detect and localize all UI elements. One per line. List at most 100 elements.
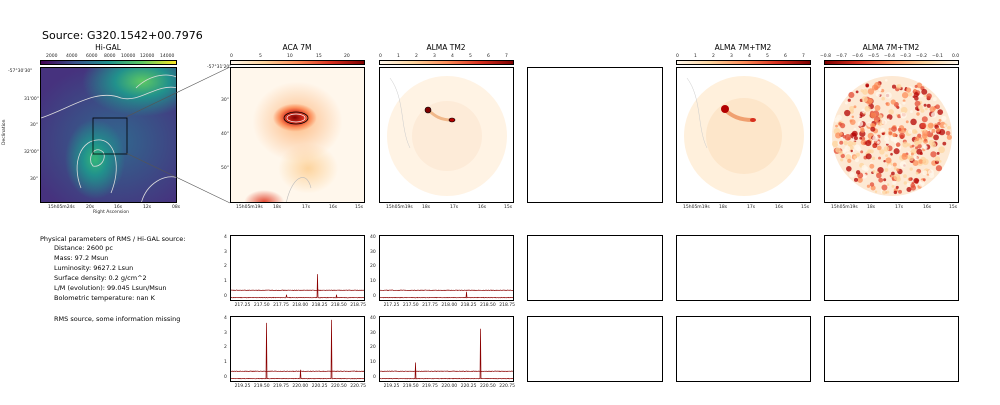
residual-speckle (884, 168, 889, 172)
residual-speckle (857, 120, 864, 127)
residual-speckle (888, 130, 893, 136)
cbar-tick: 5 (469, 54, 472, 59)
spectrum-line (380, 328, 513, 380)
residual-speckle (872, 169, 876, 173)
cbar-tick: 5 (259, 54, 262, 59)
residual-speckle (923, 128, 927, 132)
x-tick: 08s (172, 205, 181, 210)
cbar-tick: 1 (694, 54, 697, 59)
residual-speckle (849, 171, 855, 178)
residual-speckle (860, 128, 865, 133)
residual-speckle (938, 159, 942, 163)
residual-speckle (893, 148, 900, 155)
residual-speckle (895, 142, 901, 147)
residual-speckle (847, 98, 851, 102)
residual-speckle (896, 85, 900, 89)
x-tick: 16s (923, 205, 932, 210)
residual-speckle (932, 97, 937, 102)
y-tick: -57°31'20" (207, 65, 232, 70)
cbar-tick: −0.8 (820, 54, 831, 59)
residual-speckle (869, 163, 875, 169)
empty-spectrum-panel (824, 316, 959, 382)
residual-speckle (846, 166, 852, 172)
residual-speckle (865, 140, 872, 147)
residual-speckle (905, 120, 909, 124)
residual-speckle (860, 150, 864, 154)
residual-speckle (909, 167, 913, 171)
residual-speckle (845, 154, 852, 160)
residual-speckle (881, 96, 885, 101)
cbar-tick: 7 (505, 54, 508, 59)
residual-speckle (914, 84, 918, 88)
residual-speckle (911, 144, 915, 148)
residual-speckle (849, 119, 856, 125)
y-tick: 30" (30, 123, 38, 128)
spectrum-line (231, 289, 364, 292)
residual-speckle (926, 93, 932, 99)
residual-speckle (872, 144, 877, 148)
residual-speckle (893, 166, 897, 170)
higal-title: Hi-GAL (95, 43, 121, 52)
empty-spectrum-panel (676, 316, 811, 382)
info-heading: Physical parameters of RMS / Hi-GAL sour… (40, 235, 186, 243)
resid-colorbar (824, 60, 959, 65)
residual-speckle (864, 105, 871, 112)
residual-speckle (890, 152, 893, 156)
combo-image (676, 67, 811, 203)
residual-speckle (931, 142, 937, 148)
residual-speckle (866, 184, 871, 188)
x-tick-label: 219.25 (234, 384, 251, 389)
residual-speckle (854, 158, 860, 163)
x-tick: 15h05m19s (683, 205, 710, 210)
residual-speckle (914, 96, 919, 101)
residual-speckle (835, 132, 842, 139)
residual-speckle (884, 136, 890, 142)
residual-speckle (855, 170, 861, 175)
residual-speckle (870, 126, 876, 132)
x-tick: 18s (867, 205, 876, 210)
residual-speckle (888, 127, 892, 131)
tm2-title: ALMA TM2 (426, 43, 466, 52)
residual-speckle (870, 185, 876, 191)
residual-speckle (927, 122, 934, 129)
residual-speckle (947, 125, 951, 130)
residual-speckle (847, 158, 852, 164)
aca-image (230, 67, 365, 203)
residual-speckle (861, 96, 868, 103)
x-tick-label: 220.00 (441, 384, 458, 389)
higal-xlabel: Right Ascension (93, 210, 129, 215)
y-tick-label: 20 (370, 345, 376, 351)
empty-spectrum-panel (527, 316, 663, 382)
y-tick-label: 3 (224, 330, 227, 336)
residual-speckle (877, 166, 884, 174)
y-tick-label: 3 (224, 249, 227, 255)
zoom-box (92, 117, 128, 155)
residual-speckle (853, 155, 857, 160)
x-tick: 17s (747, 205, 756, 210)
residual-speckle (848, 91, 855, 98)
residual-speckle (895, 105, 899, 109)
residual-speckle (922, 178, 926, 182)
info-tbol: Bolometric temperature: nan K (54, 294, 155, 302)
x-tick-label: 218.75 (499, 303, 516, 308)
residual-speckle (925, 107, 928, 111)
x-tick: 16s (775, 205, 784, 210)
spectrum-tm2-spw2 (379, 316, 514, 382)
resid-image (824, 67, 959, 203)
residual-speckle (870, 112, 877, 119)
residual-speckle (857, 177, 863, 183)
residual-speckle (918, 180, 925, 187)
residual-speckle (868, 98, 874, 104)
cbar-tick: −0.4 (884, 54, 895, 59)
residual-speckle (877, 122, 881, 125)
y-tick: 31'00" (24, 97, 39, 102)
tm2-map (387, 76, 507, 196)
cbar-tick: 4000 (66, 54, 78, 59)
x-tick: 17s (302, 205, 311, 210)
residual-speckle (922, 144, 927, 149)
resid-title: ALMA 7M+TM2 (862, 43, 920, 52)
residual-speckle (902, 101, 906, 105)
cbar-tick: 7 (802, 54, 805, 59)
combo-colorbar (676, 60, 811, 65)
